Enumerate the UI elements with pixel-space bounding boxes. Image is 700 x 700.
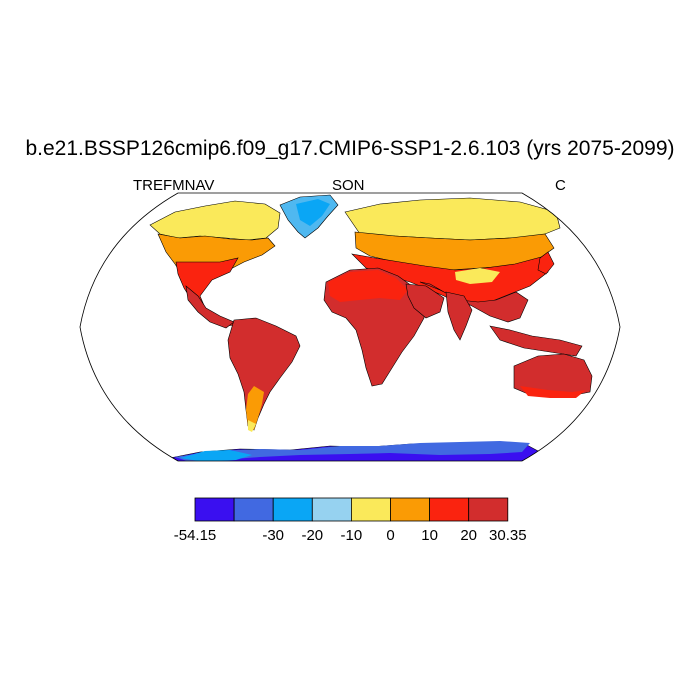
- season-label: SON: [332, 177, 365, 194]
- colorbar-swatch: [350, 497, 391, 522]
- colorbar-swatch: [390, 497, 430, 522]
- colorbar-tick-label: 20: [460, 527, 478, 544]
- colorbar-tick-label: -30: [262, 527, 285, 544]
- central-america: [185, 285, 235, 329]
- south-america-south: [246, 386, 264, 430]
- land-regions: [149, 194, 611, 461]
- north-africa: [328, 270, 408, 302]
- colorbar-tick-label: 0: [386, 527, 395, 544]
- globe-outline: [79, 192, 621, 462]
- south-america: [227, 317, 301, 431]
- colorbar-swatch: [233, 497, 274, 522]
- colorbar-tick-label: -20: [301, 527, 324, 544]
- australia: [513, 353, 593, 397]
- variable-label: TREFMNAV: [133, 177, 215, 194]
- arabia: [405, 283, 445, 319]
- japan: [537, 251, 555, 275]
- map-title: b.e21.BSSP126cmip6.f09_g17.CMIP6-SSP1-2.…: [25, 137, 675, 160]
- antarctica-peninsula: [180, 450, 252, 461]
- colorbar-swatches: [194, 497, 509, 522]
- colorbar-swatch: [468, 497, 509, 522]
- greenland-ice: [296, 199, 330, 226]
- eurasia-south: [351, 253, 549, 307]
- colorbar-tick-label: -10: [340, 527, 363, 544]
- colorbar-swatch: [272, 497, 313, 522]
- india: [445, 291, 473, 341]
- maritime-asia: [489, 325, 583, 357]
- antarctica-coast: [175, 441, 530, 461]
- colorbar-tick-label: 30.35: [489, 527, 527, 544]
- patagonia: [248, 420, 256, 432]
- australia-south: [520, 386, 586, 398]
- tibet: [455, 268, 500, 284]
- colorbar-tick-label: 10: [421, 527, 438, 544]
- colorbar-swatch: [311, 497, 352, 522]
- units-label: C: [555, 177, 566, 194]
- colorbar-tick-label: -54.15: [173, 527, 217, 544]
- colorbar-swatch: [429, 497, 470, 522]
- colorbar-swatch: [194, 497, 235, 522]
